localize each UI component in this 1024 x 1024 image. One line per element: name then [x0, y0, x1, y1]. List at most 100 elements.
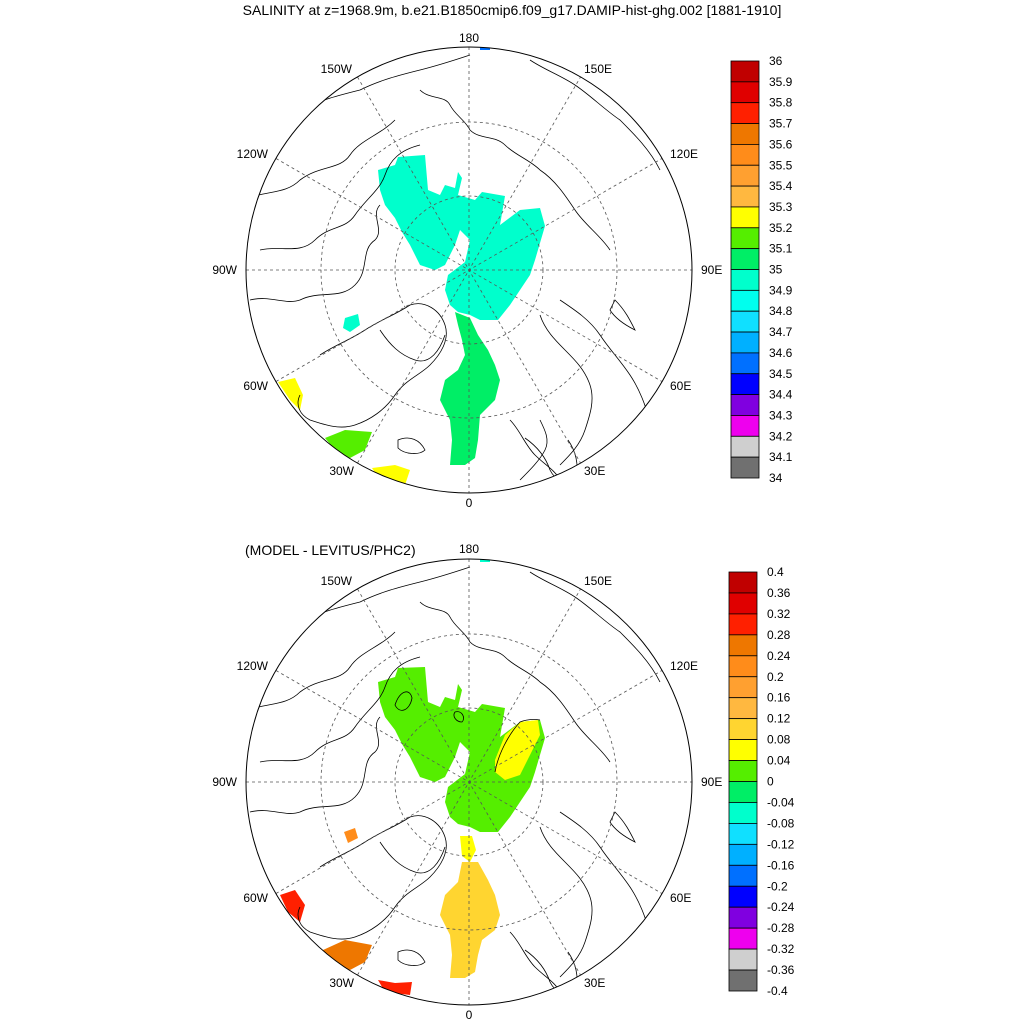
top-colorbar-swatch [730, 373, 760, 396]
bottom-colorbar-label: -0.12 [767, 837, 795, 851]
bottom-colorbar-swatch [728, 969, 758, 992]
bottom-colorbar-swatch [728, 634, 758, 657]
lon-label-30e: 30E [584, 464, 605, 478]
north-atlantic-green-region [325, 430, 372, 458]
bottom-colorbar-label: 0.04 [767, 754, 791, 768]
bottom-colorbar-swatch [728, 718, 758, 741]
bottom-colorbar-label: -0.4 [767, 984, 788, 998]
top-colorbar-swatch [730, 331, 760, 354]
top-colorbar-swatch [730, 227, 760, 250]
top-colorbar-label: 35.1 [769, 242, 793, 256]
bottom-colorbar-swatch [728, 676, 758, 699]
labrador-sea-region [278, 378, 303, 410]
bottom-colorbar-swatch [728, 823, 758, 845]
lon-label-30w: 30W [329, 976, 354, 990]
top-colorbar-label: 34.6 [769, 346, 793, 360]
bottom-colorbar-label: 0.24 [767, 649, 791, 663]
top-colorbar-swatch [730, 123, 760, 145]
top-colorbar-label: 35.6 [769, 137, 793, 151]
bottom-colorbar: 0.4 0.36 0.32 0.28 0.24 0.2 0.16 0.12 0.08 0.04 0 -… [728, 565, 795, 998]
arctic-basin-salinity-region [378, 155, 545, 320]
top-colorbar-swatch [730, 81, 760, 104]
top-colorbar-swatch [730, 206, 760, 229]
north-atlantic-orange-region [323, 940, 372, 970]
top-longitude-labels: 180 0 90W 90E 150W 150E 120W 120E 60W 60… [212, 31, 722, 510]
lon-label-60e: 60E [670, 379, 691, 393]
lon-label-120e: 120E [670, 659, 698, 673]
top-colorbar-swatch [730, 310, 760, 333]
lon-label-90w: 90W [212, 775, 237, 789]
bottom-colorbar-swatch [728, 843, 758, 866]
top-colorbar-label: 34.5 [769, 367, 793, 381]
arctic-basin-difference-region [378, 667, 545, 832]
atlantic-difference-region [440, 862, 500, 978]
top-coastlines [246, 54, 661, 482]
bottom-colorbar-swatch [728, 739, 758, 761]
atlantic-salinity-region [440, 312, 500, 465]
bottom-colorbar-label: -0.36 [767, 963, 795, 977]
top-colorbar-swatch [730, 143, 760, 166]
lon-label-120w: 120W [237, 659, 269, 673]
bottom-colorbar-swatch [728, 864, 758, 887]
top-colorbar-label: 34.3 [769, 408, 793, 422]
bottom-colorbar-label: 0 [767, 775, 774, 789]
lon-label-180: 180 [459, 31, 479, 45]
bottom-colorbar-label: -0.08 [767, 816, 795, 830]
small-cyan-region [343, 314, 360, 332]
bottom-colorbar-swatch [728, 948, 758, 971]
top-colorbar-label: 35.5 [769, 158, 793, 172]
bottom-colorbar-label: -0.24 [767, 900, 795, 914]
bottom-colorbar-swatch [728, 885, 758, 908]
bottom-colorbar-swatch [728, 592, 758, 615]
lon-label-180: 180 [459, 542, 479, 556]
bottom-contours [394, 691, 541, 773]
top-colorbar: 36 35.9 35.8 35.7 35.6 35.5 35.4 35.3 35.2 35.1 35… [730, 54, 793, 485]
lon-label-30w: 30W [329, 464, 354, 478]
lon-label-150e: 150E [584, 574, 612, 588]
top-colorbar-label: 35.4 [769, 179, 793, 193]
lon-label-90w: 90W [212, 263, 237, 277]
bottom-graticule [246, 559, 692, 1005]
lon-label-0: 0 [466, 1008, 473, 1022]
bottom-difference-field [280, 559, 545, 995]
bottom-colorbar-label: 0.36 [767, 586, 791, 600]
top-colorbar-label: 34.4 [769, 388, 793, 402]
difference-plot-title: (MODEL - LEVITUS/PHC2) [245, 542, 416, 558]
top-colorbar-swatch [730, 248, 760, 270]
bottom-colorbar-swatch [728, 906, 758, 929]
lon-label-30e: 30E [584, 976, 605, 990]
bottom-colorbar-swatch [728, 613, 758, 636]
bottom-colorbar-swatch [728, 697, 758, 720]
top-colorbar-label: 34.1 [769, 450, 793, 464]
lon-label-150w: 150W [321, 574, 353, 588]
bottom-colorbar-label: 0.28 [767, 628, 791, 642]
bottom-colorbar-swatch [728, 927, 758, 950]
top-map-border [245, 46, 693, 494]
top-colorbar-label: 34.7 [769, 325, 793, 339]
lon-label-90e: 90E [701, 263, 722, 277]
top-colorbar-label: 35.7 [769, 117, 793, 131]
bottom-colorbar-label: -0.16 [767, 858, 795, 872]
arctic-yellow-difference-region [495, 720, 540, 780]
lon-label-120w: 120W [237, 147, 269, 161]
small-orange-region [344, 828, 358, 843]
bottom-colorbar-swatch [728, 802, 758, 824]
bottom-coastlines [246, 566, 661, 994]
bottom-colorbar-swatch [728, 781, 758, 803]
bottom-colorbar-label: 0.16 [767, 691, 791, 705]
bottom-map-border [245, 558, 693, 1006]
bottom-colorbar-label: 0.2 [767, 670, 784, 684]
top-salinity-field [278, 47, 545, 485]
top-colorbar-label: 34.9 [769, 283, 793, 297]
top-colorbar-swatch [730, 60, 760, 83]
top-colorbar-label: 34.2 [769, 429, 793, 443]
bottom-colorbar-label: 0.4 [767, 565, 784, 579]
bottom-colorbar-label: -0.28 [767, 921, 795, 935]
bottom-colorbar-label: -0.04 [767, 795, 795, 809]
north-atlantic-yellow-region [372, 465, 410, 485]
top-colorbar-swatch [730, 456, 760, 479]
top-colorbar-label: 36 [769, 54, 783, 68]
strait-yellow-difference-region [460, 836, 476, 862]
lon-label-60e: 60E [670, 891, 691, 905]
top-colorbar-swatch [730, 435, 760, 458]
